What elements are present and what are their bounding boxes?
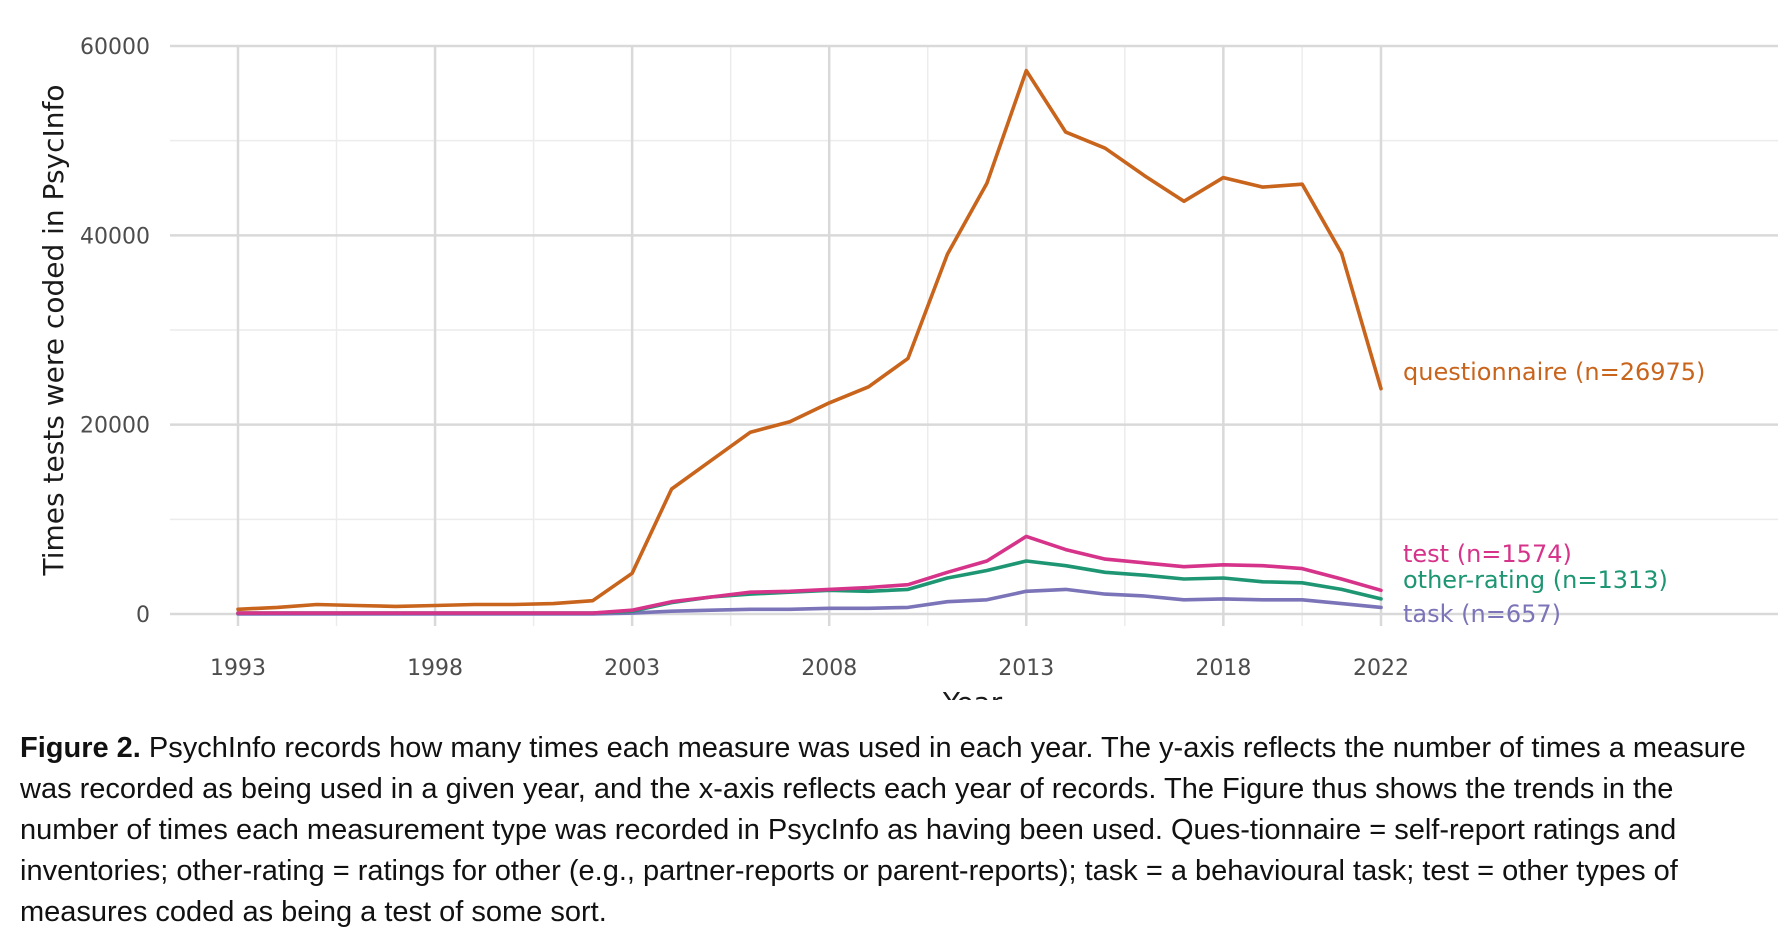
y-tick-label: 40000	[80, 224, 150, 249]
tick-labels: 0 20000 40000 60000 1993 1998 2003 2008 2013 2018…	[80, 35, 1409, 681]
y-tick-label: 60000	[80, 35, 150, 60]
x-tick-label: 2003	[604, 656, 660, 681]
grid	[170, 44, 1778, 626]
line-chart: questionnaire (n=26975) test (n=1574)othe…	[37, 35, 1778, 700]
x-tick-label: 2013	[998, 656, 1054, 681]
series-line-test	[236, 534, 1383, 615]
figure: questionnaire (n=26975) test (n=1574) othe…	[37, 35, 1778, 700]
series-labels: questionnaire (n=26975) test (n=1574)othe…	[1403, 358, 1705, 628]
x-tick-label: 2008	[801, 656, 857, 681]
caption-text: PsychInfo records how many times each me…	[20, 732, 1746, 928]
y-tick-label: 20000	[80, 414, 150, 439]
series-lines	[236, 68, 1383, 616]
series-line-task	[236, 587, 1383, 616]
x-tick-label: 1998	[407, 656, 463, 681]
caption-label: Figure 2.	[20, 732, 141, 764]
x-tick-label: 2022	[1353, 656, 1409, 681]
series-label-task: task (n=657)	[1403, 600, 1561, 628]
x-tick-label: 1993	[210, 656, 266, 681]
series-label-other-rating: other-rating (n=1313)	[1403, 566, 1668, 594]
x-axis-title: Year	[942, 686, 1003, 700]
series-label-test: test (n=1574)	[1403, 540, 1572, 568]
y-tick-label: 0	[136, 603, 150, 628]
x-tick-label: 2018	[1195, 656, 1251, 681]
series-label-questionnaire: questionnaire (n=26975)	[1403, 358, 1705, 386]
series-line-questionnaire	[236, 68, 1383, 612]
y-axis-title: Times tests were coded in PsycInfo	[37, 85, 70, 577]
figure-caption: Figure 2. PsychInfo records how many tim…	[20, 728, 1765, 933]
